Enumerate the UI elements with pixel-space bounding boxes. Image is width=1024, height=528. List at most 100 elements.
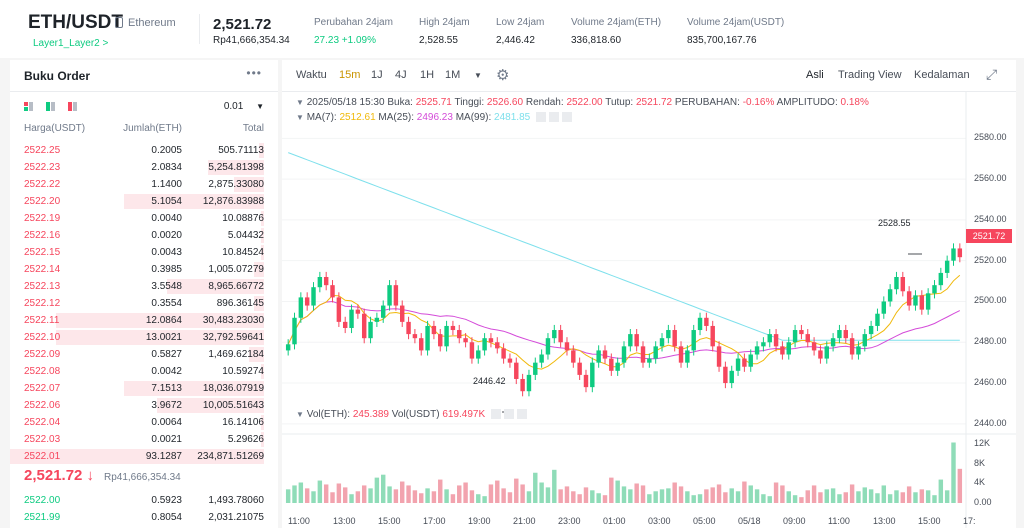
ask-row[interactable]: 2522.09 0.5827 1,469.62184 — [10, 346, 278, 363]
candle-body — [304, 297, 310, 306]
ask-row[interactable]: 2522.20 5.1054 12,876.83988 — [10, 193, 278, 210]
candle-body — [735, 358, 741, 371]
coin-name[interactable]: Ethereum — [128, 17, 176, 29]
depth-bar — [55, 330, 264, 345]
ask-row[interactable]: 2522.12 0.3554 896.36145 — [10, 295, 278, 312]
candle-body — [894, 277, 899, 290]
category-tag[interactable]: Layer1_Layer2 > — [33, 38, 109, 49]
candle-body — [868, 325, 874, 335]
x-tick-label: 01:00 — [603, 516, 626, 526]
ask-row[interactable]: 2522.01 93.1287 234,871.51269 — [10, 448, 278, 465]
book-both-icon[interactable] — [24, 102, 33, 111]
ask-amount: 93.1287 — [145, 451, 182, 462]
ask-row[interactable]: 2522.06 3.9672 10,005.51643 — [10, 397, 278, 414]
candle-body — [615, 362, 620, 371]
candle-body — [425, 325, 430, 351]
ask-row[interactable]: 2522.25 0.2005 505.71113 — [10, 142, 278, 159]
volume-bar — [830, 488, 836, 503]
more-icon[interactable]: ••• — [246, 66, 262, 80]
mid-price[interactable]: 2,521.72 ↓ — [24, 467, 95, 484]
eye-icon[interactable] — [535, 112, 546, 123]
bid-row[interactable]: 2522.00 0.5923 1,493.78060 — [10, 492, 278, 509]
close-icon[interactable] — [561, 112, 572, 123]
ask-price: 2522.15 — [24, 247, 61, 258]
ask-row[interactable]: 2522.13 3.5548 8,965.66772 — [10, 278, 278, 295]
candle-body — [818, 350, 823, 359]
candlestick-chart[interactable] — [282, 92, 1016, 528]
ask-row[interactable]: 2522.19 0.0040 10.08876 — [10, 210, 278, 227]
vol-tick-label: 8K — [974, 457, 986, 468]
candle-body — [349, 309, 354, 328]
view-depth[interactable]: Kedalaman — [914, 69, 970, 81]
volume-bar — [564, 486, 570, 503]
eye-icon[interactable] — [490, 409, 501, 420]
last-price-tag: 2521.72 — [966, 229, 1012, 243]
view-tradingview[interactable]: Trading View — [838, 69, 902, 81]
volume-bar — [349, 494, 354, 503]
volume-bar — [368, 488, 373, 503]
ask-row[interactable]: 2522.15 0.0043 10.84524 — [10, 244, 278, 261]
interval-1m[interactable]: 1M — [445, 69, 461, 81]
interval-4j[interactable]: 4J — [395, 69, 407, 81]
interval-1j[interactable]: 1J — [371, 69, 383, 81]
candle-body — [317, 277, 323, 288]
collapse-icon[interactable]: ▼ — [296, 98, 304, 107]
volume-bar — [507, 492, 513, 503]
ask-row[interactable]: 2522.22 1.1400 2,875.33080 — [10, 176, 278, 193]
pair-title[interactable]: ETH/USDT — [28, 12, 123, 33]
volume-bar — [754, 489, 760, 503]
fullscreen-icon[interactable]: ⤢ — [986, 66, 998, 82]
volume-bar — [735, 491, 741, 503]
candle-body — [621, 346, 627, 363]
gear-icon[interactable]: ⚙ — [496, 67, 510, 84]
ask-price: 2522.08 — [24, 366, 61, 377]
collapse-icon[interactable]: ▼ — [296, 113, 304, 122]
candle-body — [761, 342, 766, 347]
time-label[interactable]: Waktu — [296, 69, 327, 81]
ma25-value: 2496.23 — [416, 112, 453, 123]
ask-row[interactable]: 2522.04 0.0064 16.14106 — [10, 414, 278, 431]
candle-body — [913, 295, 918, 306]
precision-select[interactable]: 0.01 ▼ — [224, 101, 264, 112]
settings-icon[interactable] — [503, 409, 514, 420]
interval-dropdown-icon[interactable]: ▼ — [474, 71, 482, 80]
ask-amount: 0.0021 — [151, 434, 182, 445]
candle-body — [419, 338, 424, 351]
candle-body — [476, 350, 481, 359]
candle-body — [292, 317, 297, 345]
volume-bar — [913, 492, 918, 503]
ask-price: 2522.22 — [24, 179, 61, 190]
ask-row[interactable]: 2522.10 13.0021 32,792.59641 — [10, 329, 278, 346]
candle-body — [748, 354, 753, 367]
interval-15m[interactable]: 15m — [339, 69, 361, 81]
interval-1h[interactable]: 1H — [420, 69, 435, 81]
close-icon[interactable] — [516, 409, 527, 420]
candle-body — [400, 305, 405, 322]
volume-bar — [552, 469, 557, 503]
ma25-label: MA(25): — [378, 112, 414, 123]
ask-amount: 0.0040 — [151, 213, 182, 224]
candle-body — [723, 366, 728, 384]
volume-bar — [501, 488, 506, 503]
bid-row[interactable]: 2521.99 0.8054 2,031.21075 — [10, 509, 278, 526]
ask-total: 505.71113 — [218, 145, 264, 156]
depth-bar — [253, 296, 264, 311]
ask-price: 2522.12 — [24, 298, 61, 309]
book-bids-icon[interactable] — [46, 102, 55, 111]
collapse-icon[interactable]: ▼ — [296, 410, 304, 419]
ask-row[interactable]: 2522.16 0.0020 5.04432 — [10, 227, 278, 244]
candle-body — [577, 362, 582, 375]
settings-icon[interactable] — [548, 112, 559, 123]
volume-bar — [577, 494, 582, 503]
ask-row[interactable]: 2522.08 0.0042 10.59274 — [10, 363, 278, 380]
ask-price: 2522.07 — [24, 383, 61, 394]
ask-row[interactable]: 2522.23 2.0834 5,254.81398 — [10, 159, 278, 176]
ask-row[interactable]: 2522.07 7.1513 18,036.07919 — [10, 380, 278, 397]
ask-row[interactable]: 2522.14 0.3985 1,005.07279 — [10, 261, 278, 278]
view-original[interactable]: Asli — [806, 69, 824, 81]
ask-row[interactable]: 2522.03 0.0021 5.29626 — [10, 431, 278, 448]
volume-bar — [659, 489, 665, 503]
volume-bar — [482, 496, 487, 503]
book-asks-icon[interactable] — [68, 102, 77, 111]
ask-row[interactable]: 2522.11 12.0864 30,483.23030 — [10, 312, 278, 329]
